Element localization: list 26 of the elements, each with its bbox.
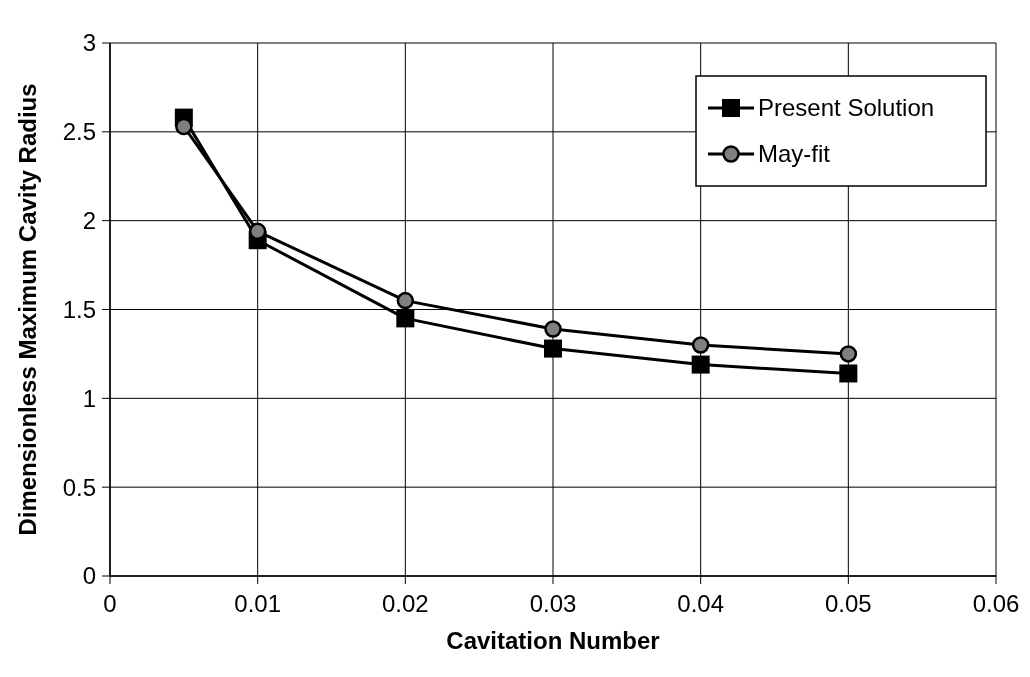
point: [839, 364, 858, 383]
y-tick-label: 1.5: [62, 295, 96, 323]
y-axis-title: Dimensionless Maximum Cavity Radius: [14, 83, 41, 536]
y-tick-label: 2.5: [62, 118, 96, 146]
y-tick-label: 3: [82, 29, 96, 57]
x-tick-label: 0.01: [234, 590, 282, 617]
y-tick-label: 0.5: [62, 473, 96, 501]
x-axis-title: Cavitation Number: [446, 627, 660, 654]
point: [544, 339, 562, 358]
point: [544, 320, 562, 338]
y-tick-label: 2: [82, 207, 96, 235]
point: [396, 309, 415, 328]
x-tick-label: 0.04: [677, 590, 725, 617]
point: [839, 345, 858, 363]
legend-label: May-fit: [758, 140, 831, 168]
point: [396, 291, 415, 310]
x-tick-label: 0.06: [972, 590, 1020, 617]
legend-label: Present Solution: [758, 94, 935, 122]
x-tick-label: 0.03: [529, 590, 577, 617]
point: [691, 355, 710, 374]
x-tick-label: 0.02: [381, 590, 429, 617]
y-tick-label: 1: [82, 384, 96, 412]
x-tick-label: 0.05: [824, 590, 872, 617]
y-tick-label: 0: [82, 562, 96, 590]
point: [691, 336, 710, 354]
x-tick-label: 0: [103, 590, 117, 617]
